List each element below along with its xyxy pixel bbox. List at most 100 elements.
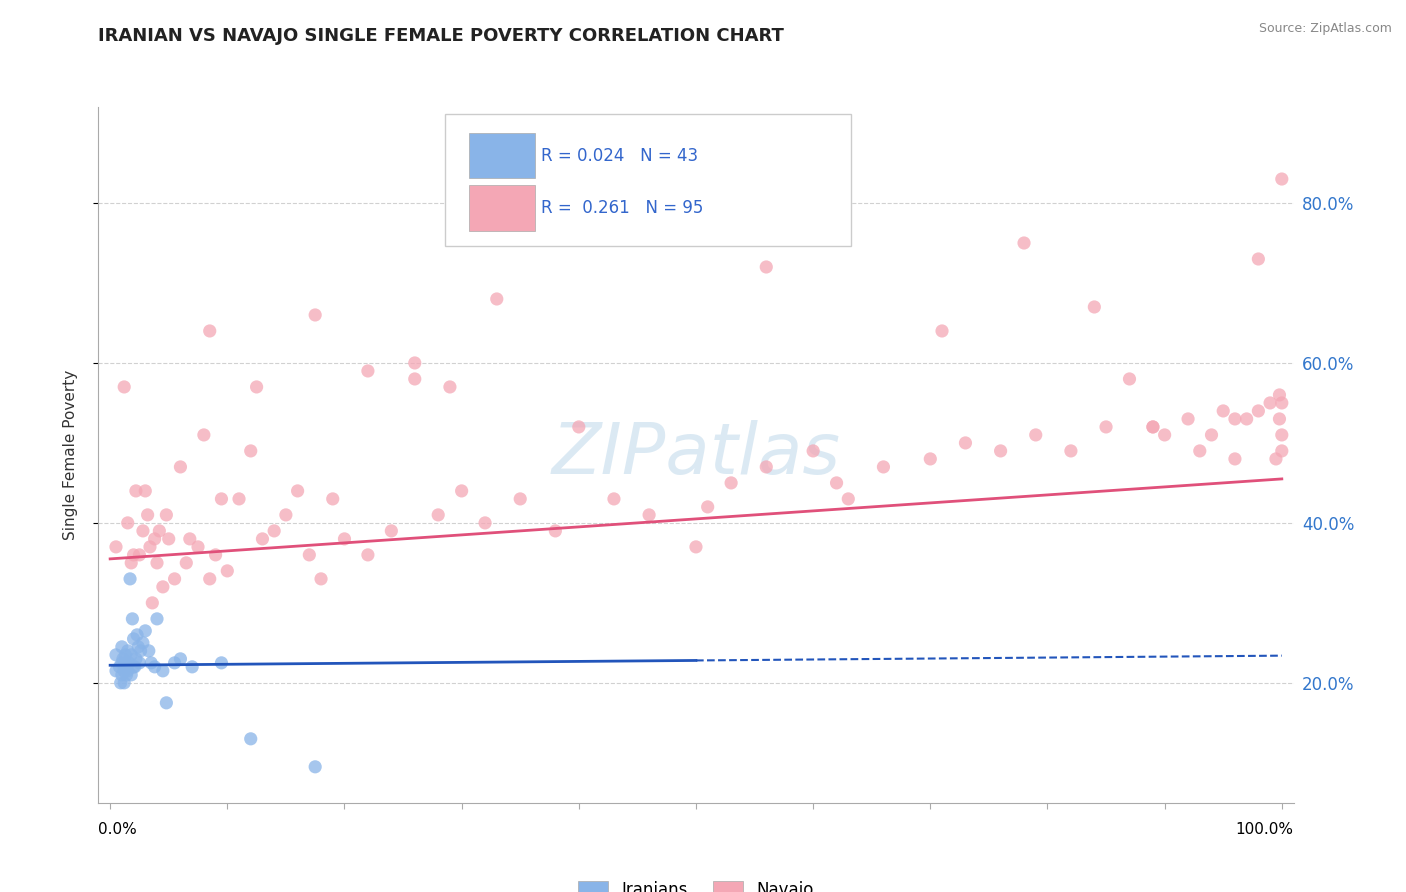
Point <box>509 491 531 506</box>
Point <box>117 516 139 530</box>
Point <box>1083 300 1105 314</box>
Point <box>152 580 174 594</box>
Point <box>143 660 166 674</box>
Point <box>404 356 426 370</box>
Point <box>755 260 778 274</box>
Point <box>304 760 326 774</box>
Point <box>1268 412 1291 426</box>
Point <box>287 483 309 498</box>
Point <box>720 475 742 490</box>
Point <box>146 556 169 570</box>
Point <box>127 628 149 642</box>
Point <box>122 660 145 674</box>
Point <box>152 664 174 678</box>
Point <box>193 428 215 442</box>
Point <box>111 668 134 682</box>
Point <box>157 532 180 546</box>
Point <box>1265 451 1288 466</box>
Point <box>239 444 262 458</box>
Point <box>132 524 155 538</box>
Point <box>128 548 150 562</box>
Text: 100.0%: 100.0% <box>1236 822 1294 837</box>
Point <box>105 664 128 678</box>
Point <box>1247 404 1270 418</box>
Point <box>125 652 148 666</box>
Point <box>274 508 297 522</box>
Point <box>118 656 141 670</box>
Point <box>105 540 128 554</box>
Point <box>1060 444 1083 458</box>
Point <box>163 656 186 670</box>
Point <box>139 540 162 554</box>
Point <box>1025 428 1047 442</box>
Point <box>246 380 269 394</box>
Point <box>1012 235 1035 250</box>
Point <box>120 556 142 570</box>
Point <box>931 324 953 338</box>
Point <box>127 640 149 654</box>
Point <box>825 475 848 490</box>
Point <box>122 632 145 646</box>
Point <box>117 664 139 678</box>
Point <box>120 572 142 586</box>
FancyBboxPatch shape <box>444 114 852 246</box>
Point <box>1223 451 1246 466</box>
Text: R = 0.024   N = 43: R = 0.024 N = 43 <box>540 147 697 165</box>
Point <box>198 324 221 338</box>
Point <box>1142 420 1164 434</box>
Point <box>544 524 567 538</box>
Text: 0.0%: 0.0% <box>98 822 138 837</box>
Point <box>1212 404 1234 418</box>
Point <box>124 660 146 674</box>
Point <box>112 676 135 690</box>
Point <box>263 524 285 538</box>
Point <box>110 676 132 690</box>
Point <box>955 436 977 450</box>
Point <box>1268 388 1291 402</box>
Point <box>134 624 156 638</box>
Point <box>309 572 332 586</box>
Point <box>1177 412 1199 426</box>
Point <box>129 644 152 658</box>
Point <box>204 548 226 562</box>
Legend: Iranians, Navajo: Iranians, Navajo <box>578 880 814 892</box>
Point <box>322 491 344 506</box>
Point <box>568 420 591 434</box>
Point <box>427 508 450 522</box>
Y-axis label: Single Female Poverty: Single Female Poverty <box>63 370 77 540</box>
Point <box>112 664 135 678</box>
Point <box>125 483 148 498</box>
Point <box>114 656 136 670</box>
Point <box>112 380 135 394</box>
Point <box>1142 420 1164 434</box>
Point <box>298 548 321 562</box>
Point <box>155 696 177 710</box>
Point <box>141 596 163 610</box>
Point <box>1271 428 1294 442</box>
Point <box>211 491 233 506</box>
Point <box>115 660 138 674</box>
Point <box>132 636 155 650</box>
Point <box>1271 444 1294 458</box>
Point <box>217 564 239 578</box>
Point <box>755 459 778 474</box>
Point <box>136 508 159 522</box>
Point <box>111 640 134 654</box>
Point <box>120 668 142 682</box>
Point <box>148 524 170 538</box>
Point <box>163 572 186 586</box>
Point <box>920 451 942 466</box>
Point <box>155 508 177 522</box>
Point <box>837 491 859 506</box>
Point <box>357 548 380 562</box>
Point <box>239 731 262 746</box>
Point <box>404 372 426 386</box>
Point <box>1153 428 1175 442</box>
Point <box>198 572 221 586</box>
Text: IRANIAN VS NAVAJO SINGLE FEMALE POVERTY CORRELATION CHART: IRANIAN VS NAVAJO SINGLE FEMALE POVERTY … <box>98 27 785 45</box>
Point <box>1247 252 1270 266</box>
Point <box>696 500 718 514</box>
Point <box>685 540 707 554</box>
Point <box>228 491 250 506</box>
Point <box>485 292 508 306</box>
